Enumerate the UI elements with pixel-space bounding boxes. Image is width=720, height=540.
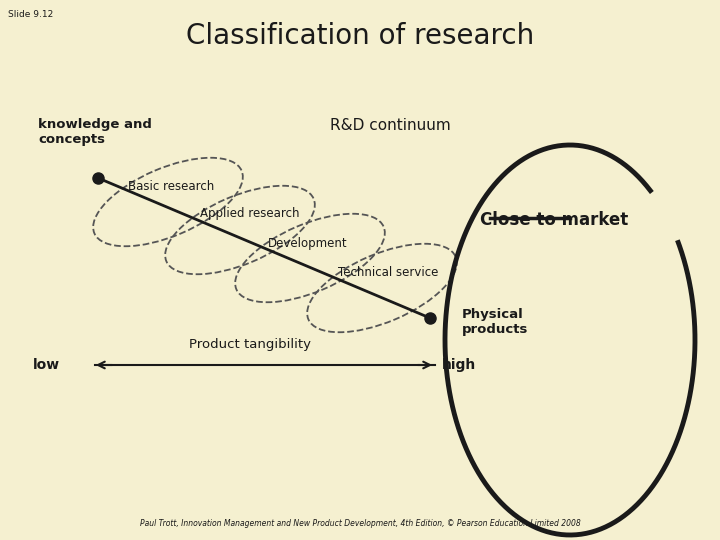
Text: Physical
products: Physical products: [462, 308, 528, 336]
Text: Development: Development: [268, 237, 348, 249]
Text: Basic research: Basic research: [128, 179, 215, 192]
Text: Product tangibility: Product tangibility: [189, 338, 311, 351]
Text: knowledge and
concepts: knowledge and concepts: [38, 118, 152, 146]
Text: high: high: [442, 358, 476, 372]
Text: Technical service: Technical service: [338, 266, 438, 279]
Text: Paul Trott, Innovation Management and New Product Development, 4th Edition, © Pe: Paul Trott, Innovation Management and Ne…: [140, 519, 580, 528]
Text: Slide 9.12: Slide 9.12: [8, 10, 53, 19]
Text: Applied research: Applied research: [200, 207, 300, 220]
Text: Close to market: Close to market: [480, 211, 628, 229]
Text: Classification of research: Classification of research: [186, 22, 534, 50]
Text: low: low: [33, 358, 60, 372]
Text: R&D continuum: R&D continuum: [330, 118, 451, 133]
